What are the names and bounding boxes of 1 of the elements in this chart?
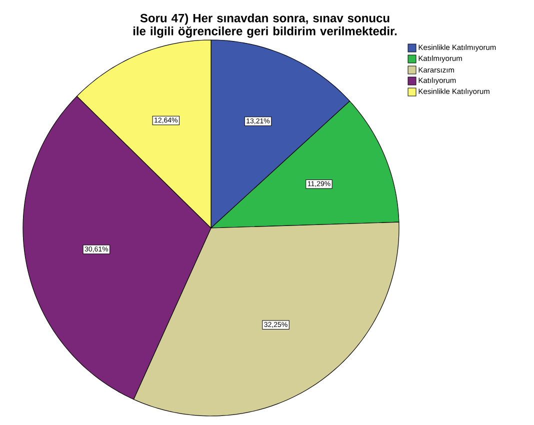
chart-title: Soru 47) Her sınavdan sonra, sınav sonucu ile ilgili öğrencilere geri bildirim verilmektedir.	[133, 14, 397, 38]
